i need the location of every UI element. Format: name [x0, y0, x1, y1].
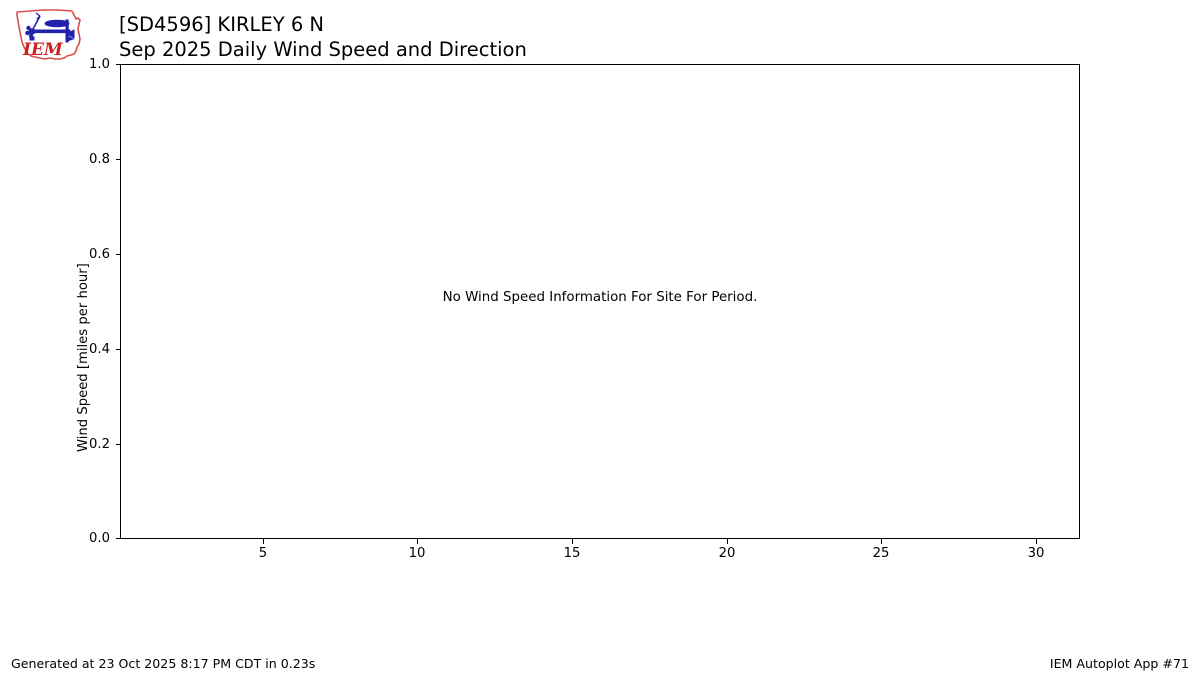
iem-wordmark: IEM: [22, 40, 64, 60]
xtick-label-5: 5: [258, 546, 268, 561]
page-title: [SD4596] KIRLEY 6 N Sep 2025 Daily Wind …: [119, 12, 527, 62]
iem-logo[interactable]: IEM: [10, 6, 86, 64]
title-line-station: [SD4596] KIRLEY 6 N: [119, 13, 325, 36]
ytick-mark-1-0: [115, 64, 120, 66]
ytick-label-1-0: 1.0: [89, 57, 110, 72]
xtick-label-15: 15: [563, 546, 581, 561]
xtick-mark-10: [417, 539, 419, 544]
xtick-mark-5: [263, 539, 265, 544]
iem-logo-graphic: IEM: [16, 9, 81, 60]
ytick-label-0-0: 0.0: [89, 531, 110, 546]
generated-timestamp: Generated at 23 Oct 2025 8:17 PM CDT in …: [11, 656, 316, 671]
ytick-mark-0-6: [115, 254, 120, 256]
ytick-label-0-4: 0.4: [89, 342, 110, 357]
anemometer-icon: [25, 12, 75, 43]
chart-plot-area[interactable]: No Wind Speed Information For Site For P…: [120, 64, 1080, 539]
ytick-mark-0-4: [115, 349, 120, 351]
ytick-label-0-2: 0.2: [89, 437, 110, 452]
ytick-label-0-8: 0.8: [89, 152, 110, 167]
xtick-mark-20: [727, 539, 729, 544]
no-data-annotation: No Wind Speed Information For Site For P…: [442, 290, 758, 305]
xtick-label-25: 25: [872, 546, 890, 561]
xtick-mark-25: [881, 539, 883, 544]
ytick-label-0-6: 0.6: [89, 247, 110, 262]
autoplot-app-label: IEM Autoplot App #71: [1049, 656, 1189, 671]
ytick-mark-0-8: [115, 159, 120, 161]
xtick-mark-15: [572, 539, 574, 544]
title-line-period: Sep 2025 Daily Wind Speed and Direction: [119, 38, 527, 61]
ytick-mark-0-2: [115, 444, 120, 446]
xtick-label-10: 10: [408, 546, 426, 561]
xtick-label-20: 20: [718, 546, 736, 561]
y-axis-label: Wind Speed [miles per hour]: [76, 263, 91, 452]
ytick-mark-0-0: [115, 538, 120, 540]
xtick-label-30: 30: [1027, 546, 1045, 561]
xtick-mark-30: [1036, 539, 1038, 544]
